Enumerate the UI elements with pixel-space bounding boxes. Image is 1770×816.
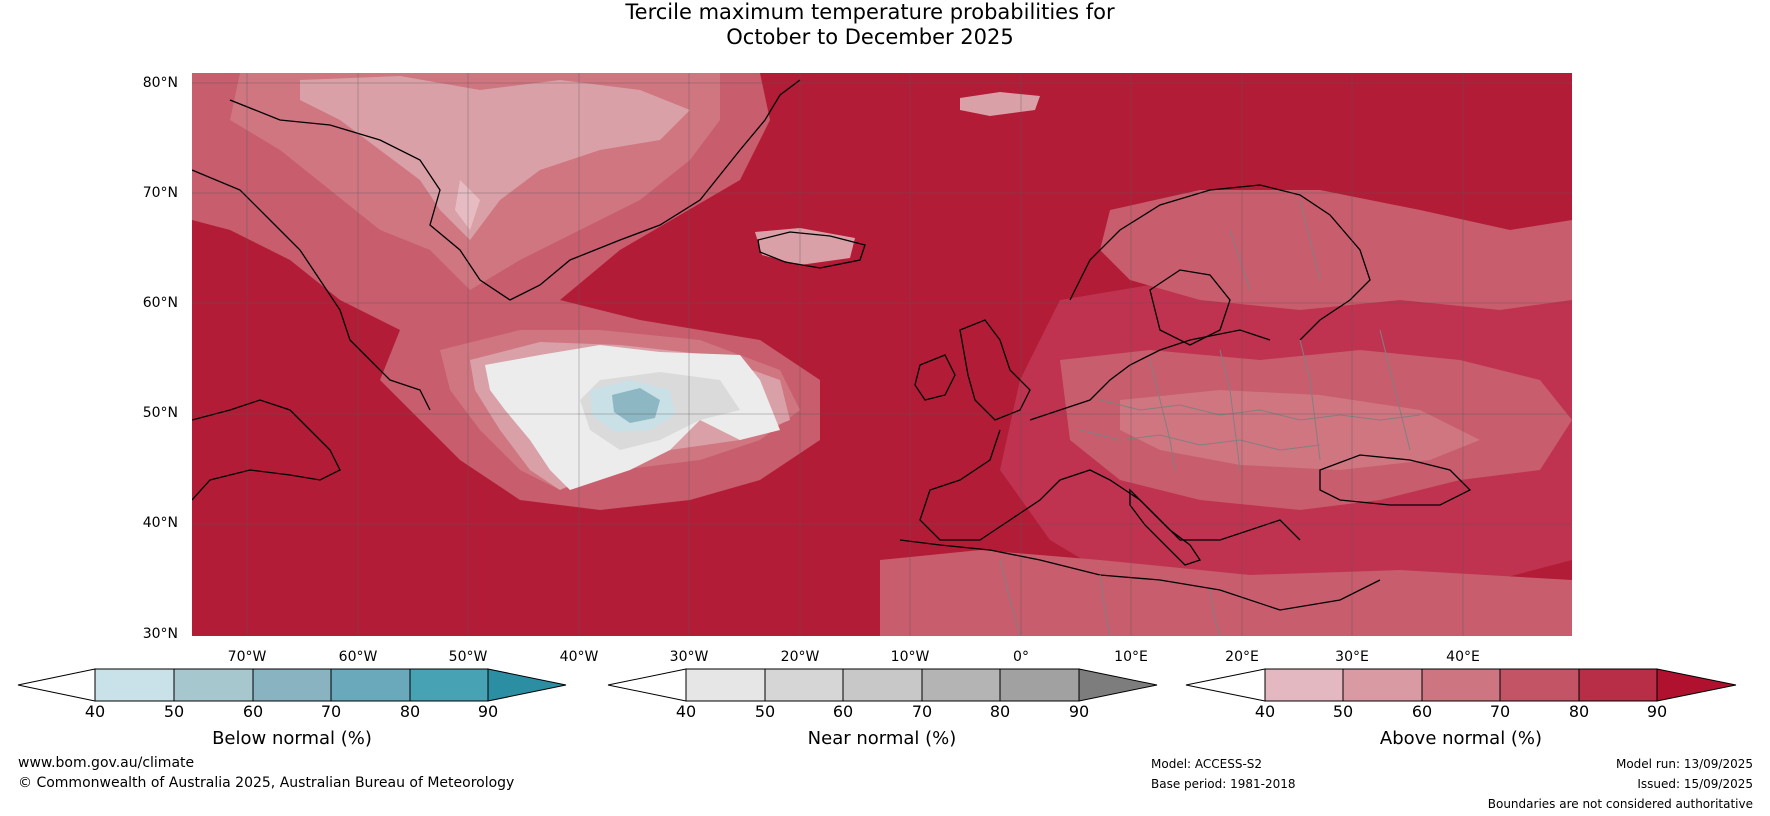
title-line-1: Tercile maximum temperature probabilitie… [625,0,1115,24]
lon-label-60w: 60°W [338,649,378,665]
colorbar-near-tick-70: 70 [911,702,933,721]
colorbar-near-seg-1 [765,669,843,701]
lon-label-30w: 30°W [669,649,709,665]
lat-label-50n: 50°N [142,405,178,421]
graticule [192,73,1572,636]
lon-label-50w: 50°W [448,649,488,665]
colorbar-near-seg-4 [1000,669,1079,701]
colorbar-above-seg-1 [1343,669,1422,701]
colorbar-above-tick-60: 60 [1411,702,1433,721]
colorbars [17,668,1737,702]
colorbar-near-seg-2 [843,669,922,701]
colorbar-near [607,668,1158,702]
colorbar-above-tick-40: 40 [1254,702,1276,721]
footer-website: www.bom.gov.au/climate [18,755,195,771]
lat-label-40n: 40°N [142,515,178,531]
colorbar-below-tick-50: 50 [163,702,185,721]
colorbar-above-tick-90: 90 [1646,702,1668,721]
colorbar-above-seg-2 [1422,669,1500,701]
lat-label-30n: 30°N [142,626,178,642]
lon-label-70w: 70°W [227,649,267,665]
colorbar-near-min-arrow [607,668,687,702]
region-above-50-greenland-ice [300,76,690,240]
lon-label-40w: 40°W [559,649,599,665]
colorbar-above-label: Above normal (%) [1379,728,1543,749]
footer-base-period: Base period: 1981-2018 [1151,777,1296,791]
colorbar-near-seg-0 [686,669,765,701]
region-above-60-northafrica [880,550,1572,636]
colorbar-below-tick-80: 80 [399,702,421,721]
footer-disclaimer: Boundaries are not considered authoritat… [1487,797,1753,811]
colorbar-below-seg-1 [174,669,253,701]
colorbar-near-tick-90: 90 [1068,702,1090,721]
footer-model: Model: ACCESS-S2 [1151,757,1263,771]
lon-label-30e: 30°E [1335,649,1369,665]
title-line-2: October to December 2025 [726,25,1014,49]
lat-label-60n: 60°N [142,295,178,311]
colorbar-below-seg-3 [331,669,410,701]
region-above-60-europe [1120,390,1480,470]
footer-model-run: Model run: 13/09/2025 [1615,757,1753,771]
colorbar-below-max-arrow [487,668,567,702]
colorbar-near-tick-60: 60 [832,702,854,721]
lon-label-10e: 10°E [1114,649,1148,665]
region-above-50-svalbard [960,92,1040,116]
lon-label-40e: 40°E [1446,649,1480,665]
lat-label-70n: 70°N [142,185,178,201]
colorbar-above-seg-4 [1579,669,1657,701]
colorbar-above [1185,668,1737,702]
region-above-40-greenland-patch [455,180,480,230]
colorbar-near-tick-40: 40 [675,702,697,721]
colorbar-below-tick-60: 60 [242,702,264,721]
colorbar-near-max-arrow [1078,668,1158,702]
colorbar-near-tick-50: 50 [754,702,776,721]
colorbar-below-label: Below normal (%) [212,728,372,749]
lon-label-10w: 10°W [890,649,930,665]
colorbar-above-max-arrow [1656,668,1737,702]
colorbar-above-seg-3 [1500,669,1579,701]
colorbar-above-tick-70: 70 [1489,702,1511,721]
colorbar-below [17,668,567,702]
colorbar-near-tick-80: 80 [989,702,1011,721]
lon-label-20w: 20°W [780,649,820,665]
colorbar-above-tick-50: 50 [1332,702,1354,721]
lon-label-0: 0° [1013,649,1029,665]
colorbar-below-seg-2 [253,669,331,701]
chart-title: Tercile maximum temperature probabilitie… [0,0,1770,50]
country-borders [999,199,1421,636]
footer-issued: Issued: 15/09/2025 [1637,777,1753,791]
colorbar-below-tick-40: 40 [84,702,106,721]
region-above-70-scandinavia [1100,190,1572,310]
region-below-60 [612,388,660,423]
colorbar-below-tick-70: 70 [320,702,342,721]
probability-map [192,73,1572,636]
colorbar-above-tick-80: 80 [1568,702,1590,721]
region-above-50-iceland [755,228,855,265]
map-panel: 80°N 70°N 60°N 50°N 40°N 30°N 70°W 60°W … [142,73,1572,665]
colorbar-below-seg-0 [95,669,174,701]
colorbar-below-tick-90: 90 [477,702,499,721]
lon-label-20e: 20°E [1225,649,1259,665]
coastlines [192,79,1472,611]
colorbar-near-seg-3 [922,669,1000,701]
footer-copyright: © Commonwealth of Australia 2025, Austra… [18,775,515,791]
colorbar-above-seg-0 [1265,669,1343,701]
colorbar-near-label: Near normal (%) [807,728,957,749]
colorbar-below-min-arrow [17,668,96,702]
colorbar-above-min-arrow [1185,668,1266,702]
lat-label-80n: 80°N [142,75,178,91]
colorbar-below-seg-4 [410,669,488,701]
